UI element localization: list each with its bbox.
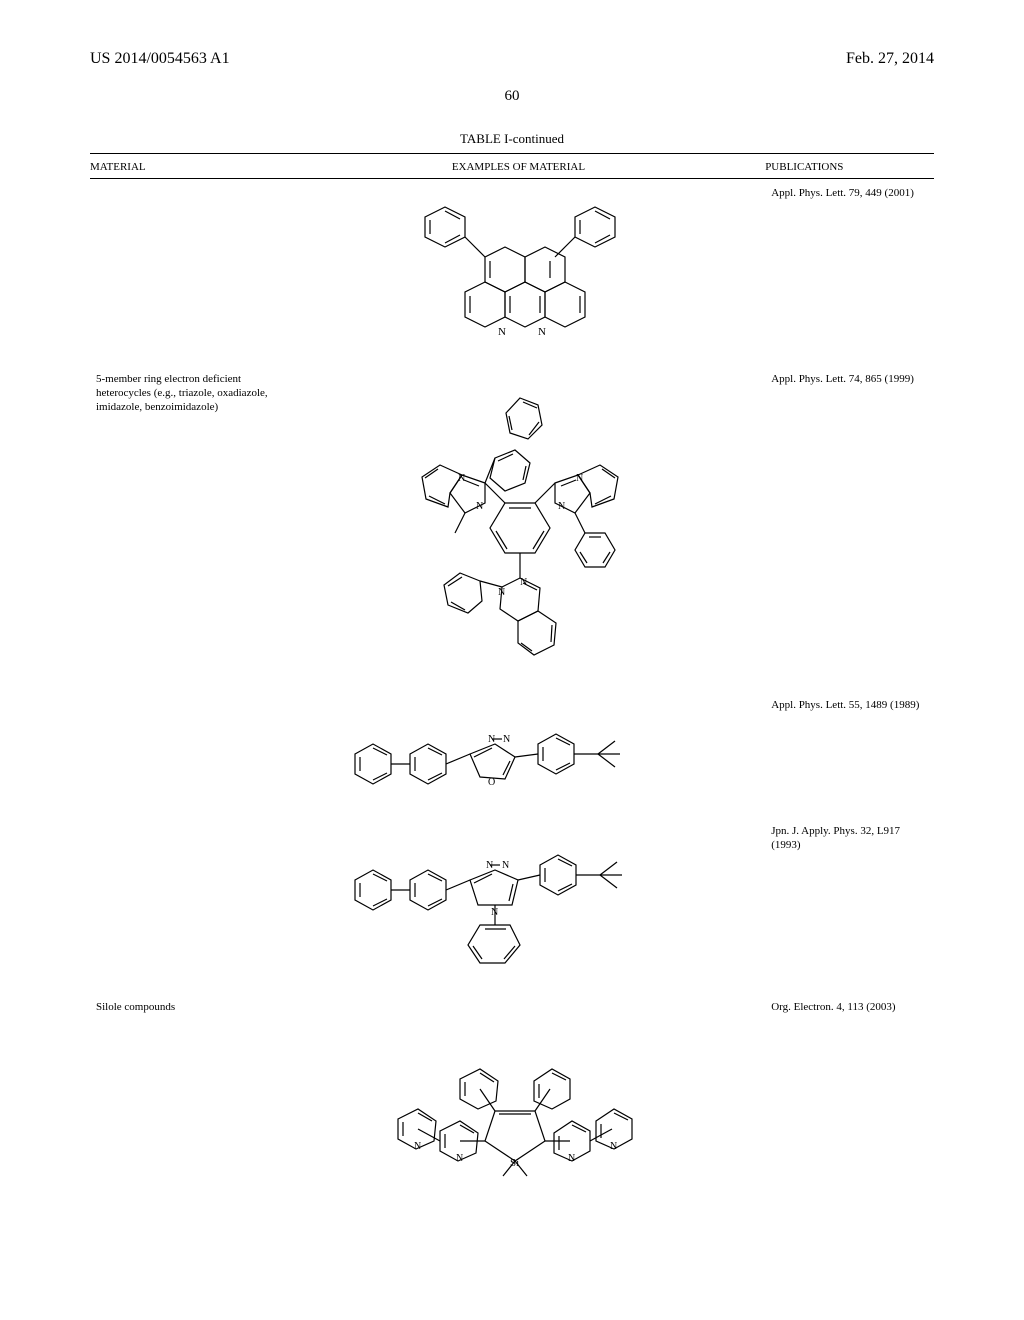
col-examples-header: EXAMPLES OF MATERIAL: [276, 156, 766, 178]
svg-text:N: N: [458, 473, 465, 484]
structure-cell: N N N: [276, 817, 766, 993]
publication-cell: Appl. Phys. Lett. 79, 449 (2001): [765, 179, 934, 365]
structure-cell: N N O: [276, 691, 766, 817]
page-number: 60: [90, 88, 934, 105]
col-material-header: MATERIAL: [90, 156, 276, 178]
publication-number: US 2014/0054563 A1: [90, 50, 230, 68]
svg-text:N: N: [538, 326, 546, 338]
table-row: N N N Jpn. J. Apply. Phys. 32, L917 (199…: [90, 817, 934, 993]
svg-text:N: N: [456, 1153, 463, 1164]
svg-text:N: N: [610, 1141, 617, 1152]
svg-text:N: N: [502, 860, 509, 871]
structure-cell: Si N N N N: [276, 993, 766, 1189]
page-header: US 2014/0054563 A1 Feb. 27, 2014: [90, 50, 934, 68]
table-top-rule: [90, 153, 934, 154]
material-cell: [90, 817, 276, 993]
material-cell: 5-member ring electron deficient heteroc…: [90, 365, 276, 691]
structure-cell: N N N N: [276, 365, 766, 691]
chem-structure-icon: N N: [390, 187, 650, 357]
material-cell: [90, 691, 276, 817]
svg-text:N: N: [576, 473, 583, 484]
chem-structure-icon: N N N N: [370, 373, 670, 683]
table-row: Silole compounds: [90, 993, 934, 1189]
material-cell: [90, 179, 276, 365]
publication-cell: Org. Electron. 4, 113 (2003): [765, 993, 934, 1189]
publication-cell: Appl. Phys. Lett. 74, 865 (1999): [765, 365, 934, 691]
svg-text:N: N: [498, 587, 505, 598]
svg-text:N: N: [476, 501, 483, 512]
chem-structure-icon: N N O: [340, 699, 700, 809]
table-row: N N O Appl. Phys. Lett. 55, 1489 (1989): [90, 691, 934, 817]
table-header-row: MATERIAL EXAMPLES OF MATERIAL PUBLICATIO…: [90, 156, 934, 178]
svg-text:N: N: [491, 907, 498, 918]
structure-cell: N N: [276, 179, 766, 365]
materials-table: MATERIAL EXAMPLES OF MATERIAL PUBLICATIO…: [90, 156, 934, 1189]
svg-text:N: N: [568, 1153, 575, 1164]
col-publications-header: PUBLICATIONS: [765, 156, 934, 178]
svg-text:N: N: [520, 577, 527, 588]
svg-text:N: N: [503, 734, 510, 745]
chem-structure-icon: Si N N N N: [340, 1001, 700, 1181]
table-row: N N Appl. Phys. Lett. 79, 449 (2001): [90, 179, 934, 365]
svg-text:N: N: [558, 501, 565, 512]
publication-cell: Jpn. J. Apply. Phys. 32, L917 (1993): [765, 817, 934, 993]
svg-text:N: N: [498, 326, 506, 338]
svg-text:Si: Si: [510, 1157, 519, 1169]
publication-cell: Appl. Phys. Lett. 55, 1489 (1989): [765, 691, 934, 817]
table-row: 5-member ring electron deficient heteroc…: [90, 365, 934, 691]
svg-text:O: O: [488, 777, 495, 788]
material-cell: Silole compounds: [90, 993, 276, 1189]
patent-page: US 2014/0054563 A1 Feb. 27, 2014 60 TABL…: [0, 0, 1024, 1320]
table-caption: TABLE I-continued: [90, 131, 934, 147]
svg-text:N: N: [414, 1141, 421, 1152]
chem-structure-icon: N N N: [340, 825, 700, 985]
publication-date: Feb. 27, 2014: [846, 50, 934, 68]
